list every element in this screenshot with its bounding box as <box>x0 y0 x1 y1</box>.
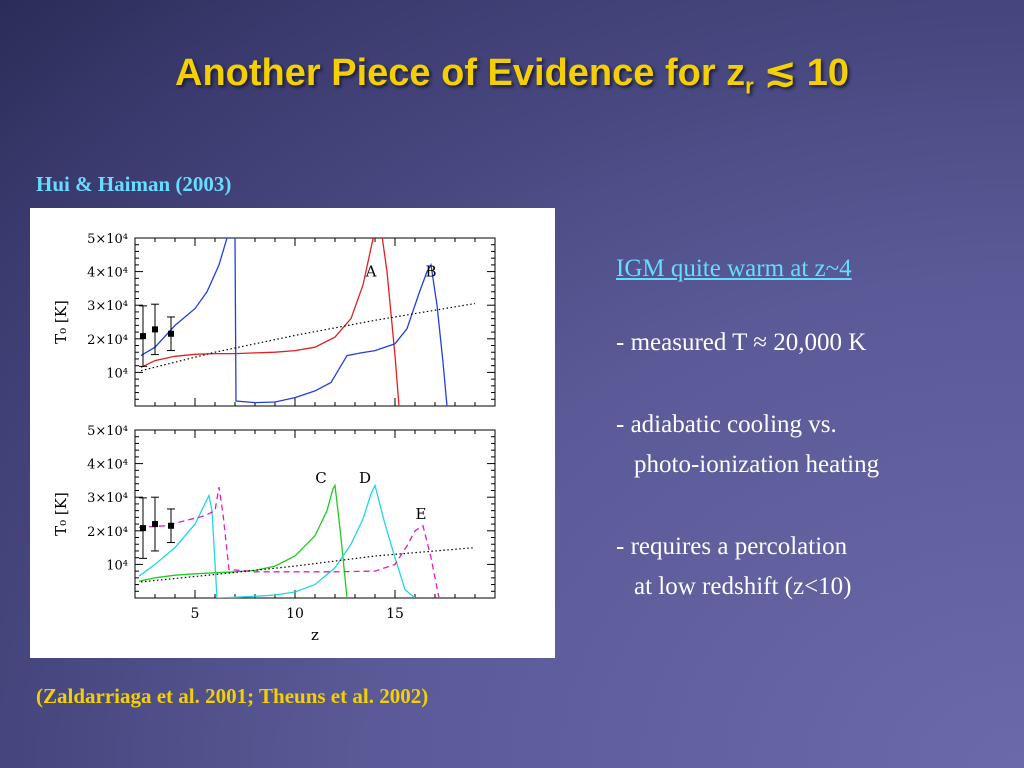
series-line-model <box>140 302 476 372</box>
series-line-model <box>140 547 476 583</box>
bullet-line: - measured T ≈ 20,000 K <box>616 329 867 356</box>
y-tick-label: 5×10⁴ <box>87 424 128 439</box>
bullet-item: - measured T ≈ 20,000 K <box>616 323 879 363</box>
data-point <box>168 522 174 529</box>
slide-title: Another Piece of Evidence for zr ≲ 10 <box>0 50 1024 100</box>
series-line-b <box>140 238 448 406</box>
bullet-heading: IGM quite warm at z~4 <box>616 255 852 282</box>
series-label-a: A <box>365 263 377 281</box>
y-tick-label: 10⁴ <box>106 558 128 573</box>
citation-bottom: (Zaldarriaga et al. 2001; Theuns et al. … <box>36 684 429 708</box>
data-point <box>140 333 146 340</box>
x-tick-label: 10 <box>286 606 304 622</box>
y-tick-label: 5×10⁴ <box>87 232 128 247</box>
y-tick-label: 3×10⁴ <box>87 299 128 314</box>
plot-frame <box>134 429 496 599</box>
series-label-d: D <box>359 469 371 487</box>
plot-frame <box>134 237 496 407</box>
chart-figure: 10⁴ 2×10⁴ 3×10⁴ 4×10⁴ 5×10⁴ T₀ [K] A B 10⁴ 2×10⁴ 3… <box>30 208 555 658</box>
bullet-line-continued: at low redshift (z<10) <box>634 573 852 600</box>
data-point <box>140 525 146 532</box>
y-tick-label: 4×10⁴ <box>87 458 128 473</box>
x-tick-label: 15 <box>386 606 404 622</box>
series-line-a <box>140 238 400 406</box>
bullet-line-continued: photo-ionization heating <box>634 451 880 478</box>
data-point <box>152 326 158 333</box>
series-label-b: B <box>425 263 436 281</box>
bullet-line: - requires a percolation <box>616 533 848 560</box>
data-point <box>152 521 158 528</box>
x-tick-label: 5 <box>191 606 200 622</box>
y-axis-label: T₀ [K] <box>52 492 70 536</box>
bullet-item: - adiabatic cooling vs. photo-ionization… <box>616 405 879 485</box>
series-line-e <box>138 486 440 598</box>
y-tick-label: 4×10⁴ <box>87 266 128 281</box>
bullet-line: - adiabatic cooling vs. <box>616 411 837 438</box>
citation-top: Hui & Haiman (2003) <box>36 172 232 196</box>
series-line-d <box>138 483 416 598</box>
series-label-c: C <box>315 469 326 487</box>
title-subscript: r <box>745 73 754 99</box>
data-point <box>168 330 174 337</box>
chart-svg: 10⁴ 2×10⁴ 3×10⁴ 4×10⁴ 5×10⁴ T₀ [K] A B 10⁴ 2×10⁴ 3… <box>52 232 496 644</box>
bullet-item: - requires a percolation at low redshift… <box>616 527 879 607</box>
title-tail: ≲ 10 <box>753 52 849 94</box>
y-tick-label: 3×10⁴ <box>87 491 128 506</box>
series-label-e: E <box>416 505 427 523</box>
y-axis-label: T₀ [K] <box>52 300 70 344</box>
series-line-c <box>138 483 348 598</box>
y-tick-label: 2×10⁴ <box>87 333 128 348</box>
bullet-list: IGM quite warm at z~4 - measured T ≈ 20,… <box>616 255 879 649</box>
title-main: Another Piece of Evidence for z <box>175 52 746 94</box>
y-tick-label: 2×10⁴ <box>87 525 128 540</box>
y-tick-label: 10⁴ <box>106 366 128 381</box>
x-axis-label: z <box>311 626 319 644</box>
